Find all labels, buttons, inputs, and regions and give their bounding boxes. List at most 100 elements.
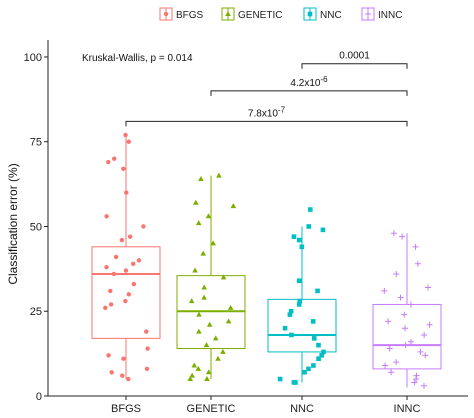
data-point bbox=[320, 227, 326, 233]
data-point bbox=[388, 369, 395, 376]
data-point bbox=[421, 382, 428, 389]
data-point bbox=[195, 365, 202, 371]
y-axis: 0 25 50 75 100 bbox=[24, 40, 49, 403]
data-point bbox=[131, 281, 137, 287]
data-point bbox=[296, 302, 302, 307]
box-body bbox=[91, 246, 161, 339]
legend-marker bbox=[225, 11, 231, 16]
bracket-line bbox=[210, 90, 408, 96]
y-axis-title: Classification error (%) bbox=[6, 163, 20, 284]
data-point bbox=[109, 370, 114, 375]
data-point bbox=[106, 159, 111, 165]
data-point bbox=[121, 166, 126, 172]
data-point bbox=[143, 329, 149, 334]
data-point bbox=[103, 305, 108, 311]
data-point bbox=[205, 369, 212, 375]
data-point bbox=[408, 338, 415, 345]
data-point bbox=[393, 359, 400, 366]
data-point bbox=[308, 207, 313, 212]
box-body bbox=[372, 303, 442, 370]
data-point bbox=[227, 304, 234, 310]
data-point bbox=[277, 376, 283, 382]
data-point bbox=[204, 376, 210, 382]
data-point bbox=[311, 363, 316, 368]
data-point bbox=[196, 328, 202, 334]
data-point bbox=[402, 342, 409, 349]
data-point bbox=[196, 311, 202, 317]
data-point bbox=[200, 250, 206, 256]
data-point bbox=[401, 325, 408, 332]
data-point bbox=[212, 335, 219, 341]
data-point bbox=[421, 331, 428, 338]
legend-label: INNC bbox=[378, 10, 402, 21]
data-point bbox=[126, 376, 131, 382]
data-point bbox=[288, 308, 294, 314]
data-point bbox=[201, 294, 207, 300]
legend-item-genetic: GENETIC bbox=[221, 7, 282, 21]
x-tick-label: BFGS bbox=[111, 403, 141, 415]
data-point bbox=[316, 342, 321, 348]
bracket-line bbox=[301, 63, 408, 69]
y-tick-label: 75 bbox=[30, 137, 42, 149]
data-point bbox=[296, 237, 302, 243]
x-tick-label: GENETIC bbox=[187, 403, 236, 415]
y-tick-label: 0 bbox=[36, 391, 42, 403]
data-point bbox=[104, 264, 109, 270]
data-point bbox=[382, 362, 389, 369]
data-point bbox=[205, 213, 212, 219]
data-point bbox=[210, 240, 216, 246]
data-point bbox=[306, 224, 312, 229]
bracket-label: 0.0001 bbox=[339, 51, 370, 62]
bracket-bfgs-innc: 7.8x10-7 bbox=[125, 105, 408, 127]
data-point bbox=[321, 349, 326, 355]
data-point bbox=[282, 325, 288, 331]
data-point bbox=[195, 220, 202, 226]
data-point bbox=[123, 298, 128, 304]
box-bfgs bbox=[91, 132, 161, 382]
legend-label: BFGS bbox=[176, 10, 204, 21]
data-point bbox=[319, 353, 324, 358]
data-point bbox=[191, 362, 198, 368]
box-body bbox=[267, 298, 337, 353]
data-point bbox=[112, 156, 117, 161]
data-point bbox=[302, 369, 307, 375]
data-point bbox=[121, 356, 126, 361]
data-point bbox=[136, 258, 142, 263]
data-point bbox=[206, 321, 213, 327]
data-point bbox=[124, 190, 129, 195]
bracket-label: 7.8x10-7 bbox=[248, 105, 286, 119]
data-point bbox=[108, 302, 114, 307]
x-tick-label: NNC bbox=[290, 403, 314, 415]
data-point bbox=[422, 352, 429, 359]
data-point bbox=[426, 321, 433, 328]
data-point bbox=[412, 243, 419, 250]
legend-label: NNC bbox=[320, 10, 342, 21]
data-point bbox=[399, 233, 406, 240]
x-axis: BFGS GENETIC NNC INNC bbox=[48, 395, 468, 415]
y-tick-label: 100 bbox=[24, 52, 42, 64]
legend-marker bbox=[365, 11, 371, 17]
data-point bbox=[225, 318, 232, 324]
annotations: Kruskal-Wallis, p = 0.014 0.0001 4.2x10-6 7… bbox=[82, 51, 408, 127]
data-point bbox=[126, 292, 131, 297]
data-point bbox=[123, 268, 129, 273]
data-point bbox=[193, 199, 199, 205]
data-point bbox=[287, 312, 293, 317]
data-point bbox=[104, 214, 109, 219]
data-point bbox=[310, 319, 316, 324]
data-point bbox=[297, 298, 303, 304]
data-point bbox=[113, 254, 119, 260]
data-point bbox=[424, 284, 431, 291]
data-point bbox=[385, 318, 392, 325]
y-tick-label: 25 bbox=[30, 306, 42, 318]
data-point bbox=[306, 366, 311, 372]
data-point bbox=[131, 261, 136, 266]
data-point bbox=[126, 139, 131, 144]
legend-marker bbox=[307, 11, 313, 17]
data-point bbox=[401, 311, 408, 318]
legend-marker bbox=[163, 11, 169, 17]
data-point bbox=[120, 373, 125, 378]
legend-item-innc: INNC bbox=[361, 7, 402, 21]
data-point bbox=[215, 355, 221, 361]
